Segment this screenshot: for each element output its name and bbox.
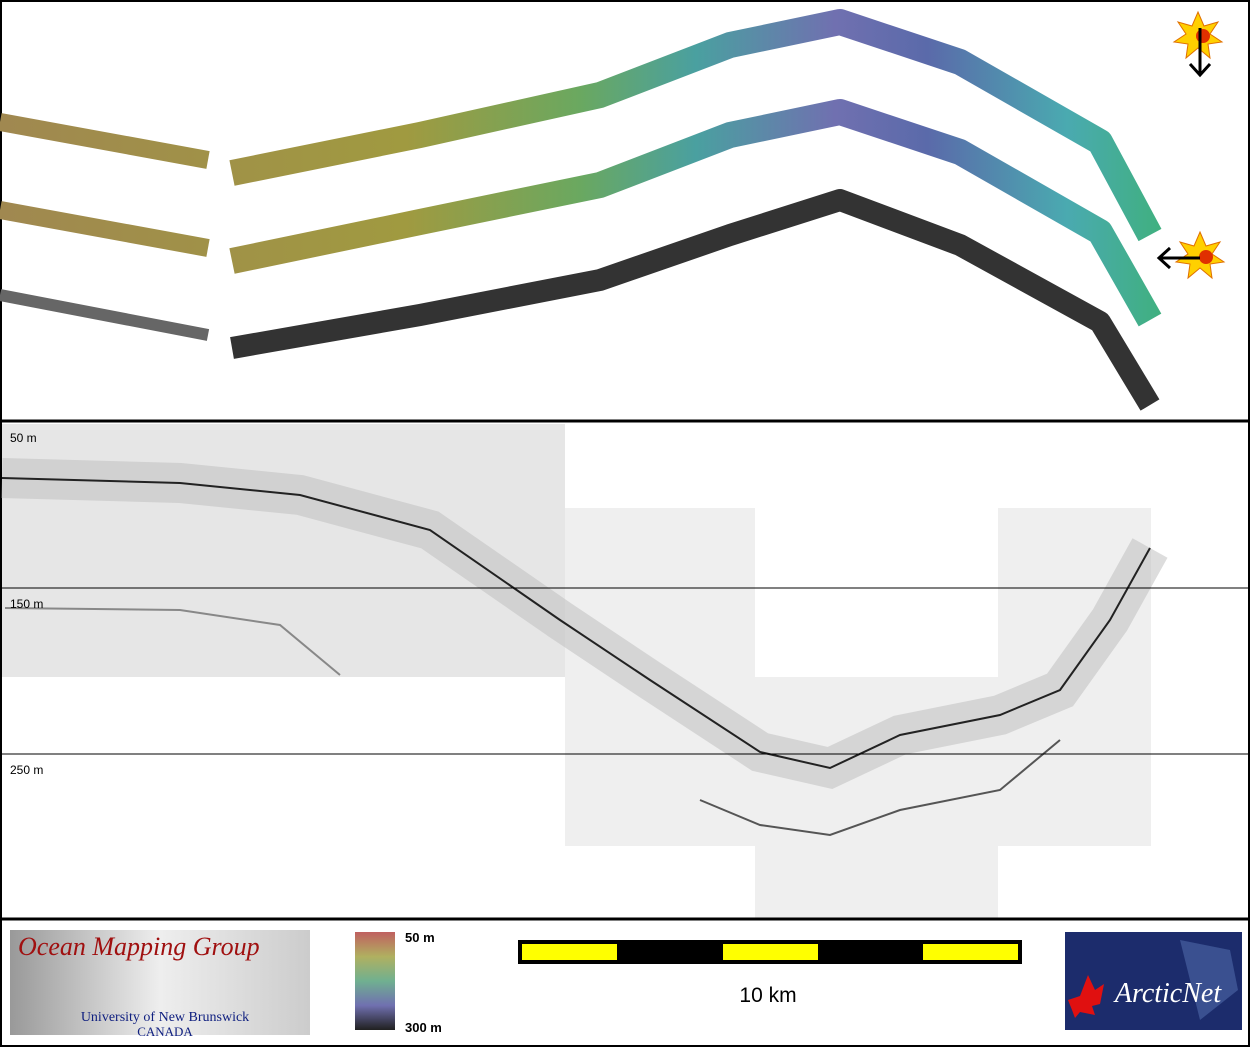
- colorbar: 50 m 300 m: [355, 930, 442, 1035]
- swath-map: [0, 9, 1162, 411]
- depth-label: 50 m: [10, 431, 37, 445]
- sun-icon: [1172, 10, 1224, 78]
- logo-country: CANADA: [137, 1024, 193, 1039]
- omg-logo: Ocean Mapping Group University of New Br…: [10, 930, 310, 1039]
- scale-bar: 10 km: [518, 940, 1022, 1007]
- logo-subtitle: University of New Brunswick: [81, 1010, 249, 1025]
- swath: [0, 289, 210, 341]
- colorbar-label: 300 m: [405, 1020, 442, 1035]
- swath: [0, 201, 210, 257]
- depth-label: 250 m: [10, 763, 43, 777]
- colorbar-label: 50 m: [405, 930, 435, 945]
- arcticnet-logo: ArcticNet: [1065, 932, 1242, 1030]
- seismic-profile: 50 m 150 m 250 m: [0, 424, 1250, 918]
- depth-label: 150 m: [10, 597, 43, 611]
- swath: [229, 9, 1162, 242]
- sun-icon: [1156, 230, 1226, 280]
- swath: [229, 99, 1162, 327]
- logo-title: Ocean Mapping Group: [18, 932, 260, 961]
- scale-label: 10 km: [739, 984, 796, 1007]
- swath: [230, 189, 1160, 411]
- swath: [0, 113, 210, 169]
- partner-name: ArcticNet: [1113, 978, 1222, 1009]
